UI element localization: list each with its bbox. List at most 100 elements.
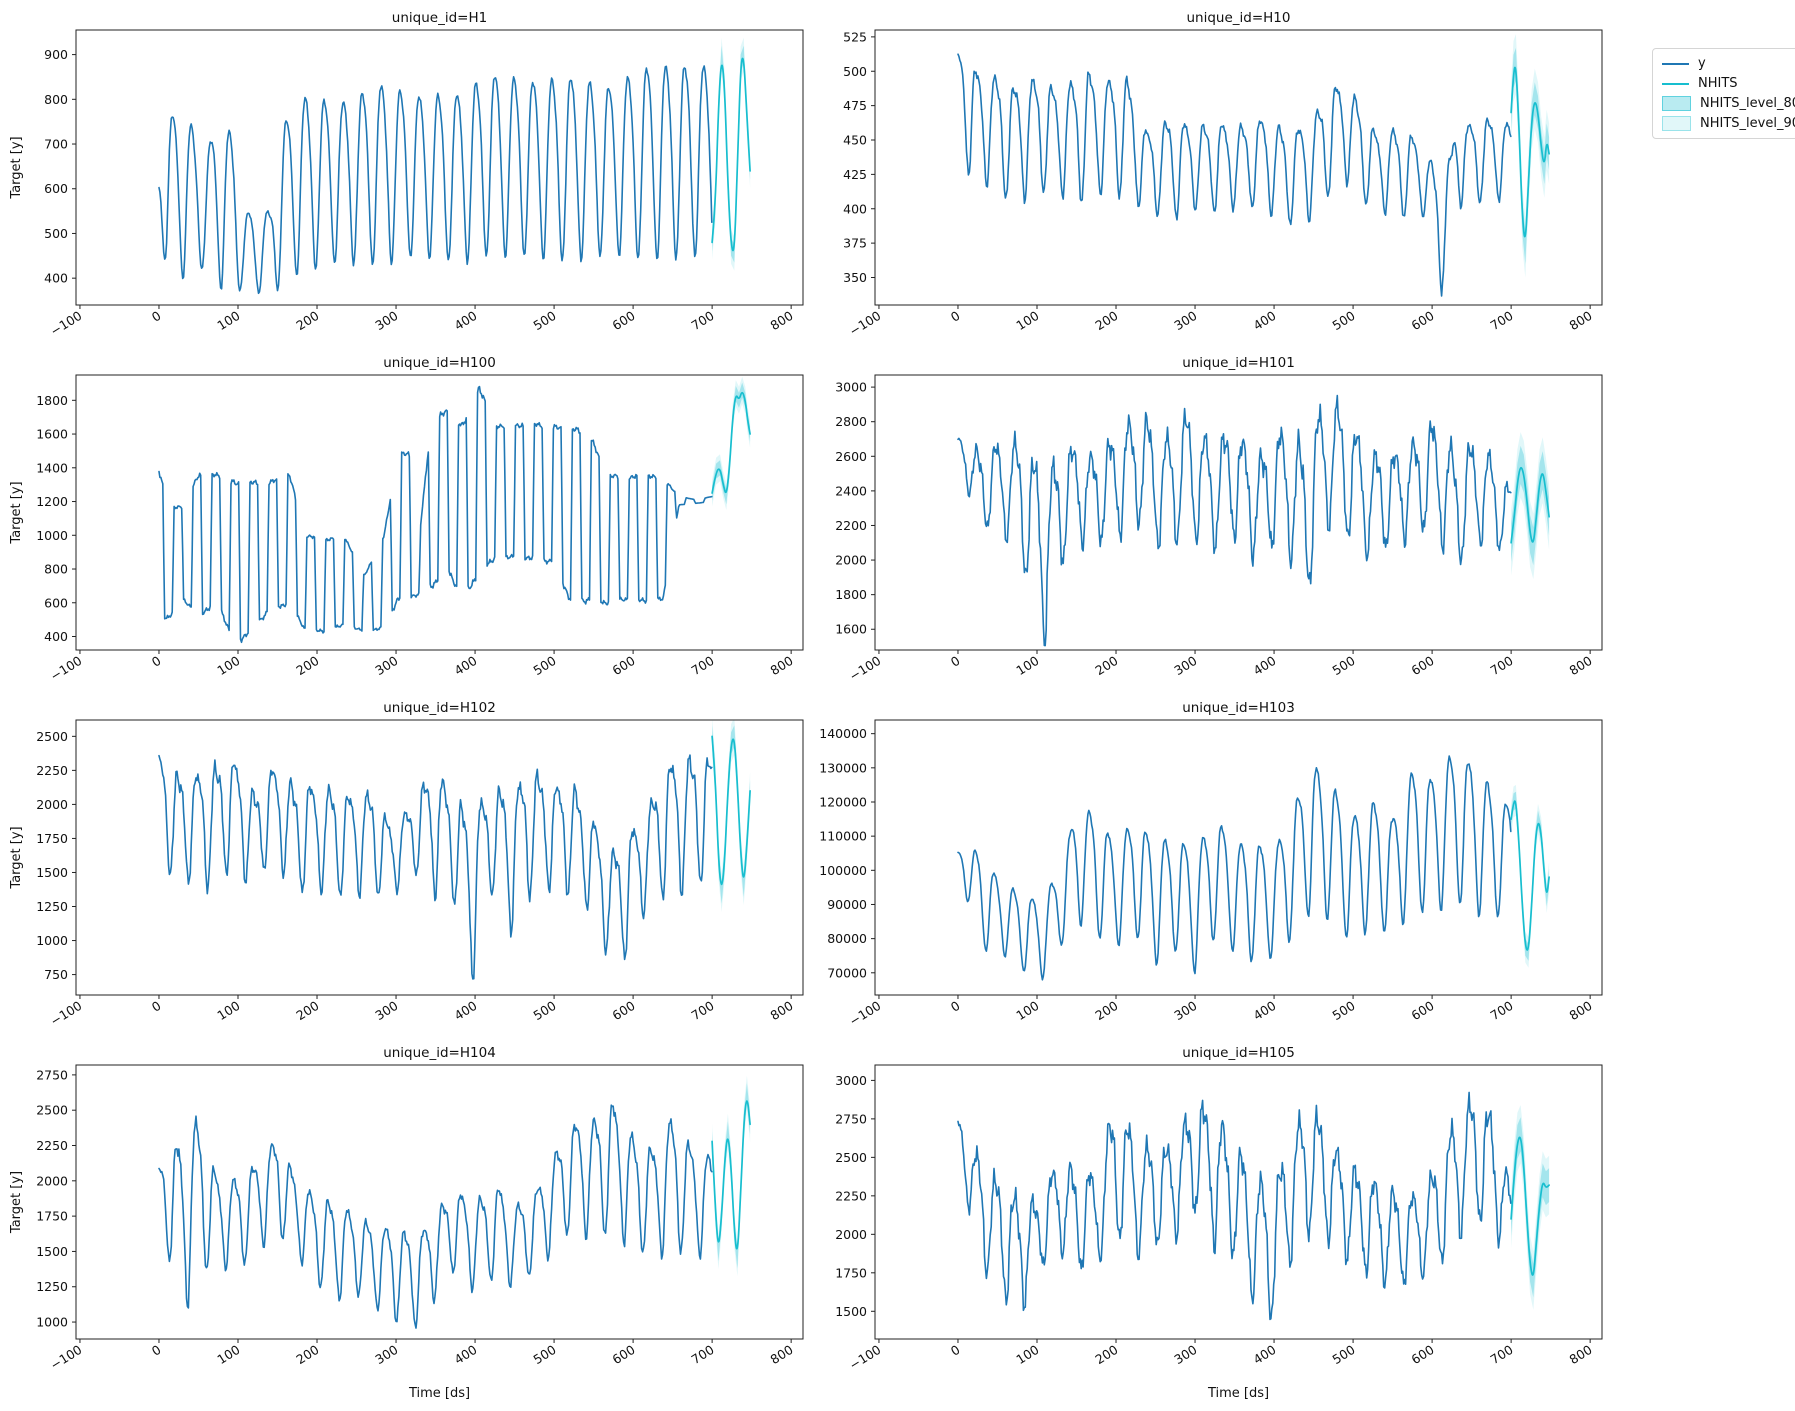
x-tick-label: 700	[1488, 653, 1516, 678]
y-tick-label: 2200	[835, 518, 867, 533]
x-tick-label: 300	[1171, 653, 1199, 678]
plot-border	[874, 719, 1603, 996]
y-tick-label: 3000	[835, 380, 867, 395]
y-tick-label: 400	[44, 271, 68, 286]
forecast-line-nhits	[711, 735, 751, 886]
plot-border	[874, 29, 1603, 306]
y-tick-label: 1200	[36, 494, 68, 509]
subplot-H10: unique_id=H10 −100 0 100 200 300 400 500 600 700 8…	[843, 10, 1603, 339]
legend-item-y: y	[1662, 56, 1795, 71]
x-tick-label: 400	[1250, 653, 1278, 678]
y-tick-label: 400	[843, 201, 867, 216]
subplot-H100: unique_id=H100 −100 0 100 200 300 400 500 600 700…	[9, 355, 804, 684]
y-tick-label: 2250	[835, 1188, 867, 1203]
plot-area	[957, 755, 1550, 981]
x-tick-label: 400	[1250, 308, 1278, 333]
y-tick-label: 800	[44, 562, 68, 577]
x-axis-label: Time [ds]	[408, 1386, 470, 1401]
x-tick-label: −100	[846, 308, 883, 339]
y-tick-label: 1000	[36, 1315, 68, 1330]
x-tick-label: 300	[1171, 1342, 1199, 1367]
y-tick-label: 2000	[835, 1227, 867, 1242]
x-tick-label: 400	[451, 998, 479, 1023]
x-tick-label: 500	[1329, 998, 1357, 1023]
x-tick-label: 600	[610, 653, 638, 678]
forecast-band90	[712, 720, 751, 912]
y-tick-label: 2750	[36, 1067, 68, 1082]
x-tick-label: −100	[47, 1342, 84, 1373]
y-tick-label: 475	[843, 98, 867, 113]
legend-item-nhits-level-80: NHITS_level_80	[1662, 96, 1795, 111]
x-tick-label: 100	[1013, 998, 1041, 1023]
x-tick-label: 500	[530, 653, 558, 678]
x-tick-label: 200	[293, 308, 321, 333]
plot-border	[75, 1064, 804, 1340]
x-tick-label: 0	[948, 998, 963, 1015]
x-tick-label: −100	[47, 998, 84, 1029]
y-tick-label: 2800	[835, 414, 867, 429]
legend-label-nhits-level-90: NHITS_level_90	[1700, 116, 1795, 131]
x-tick-label: 400	[451, 1342, 479, 1367]
x-tick-label: 300	[372, 1342, 400, 1367]
y-tick-label: 1500	[36, 865, 68, 880]
y-tick-label: 1600	[835, 622, 867, 637]
forecast-band90	[1511, 784, 1550, 968]
x-tick-label: 300	[372, 308, 400, 333]
history-line-y	[158, 1104, 713, 1329]
x-tick-label: 100	[214, 308, 242, 333]
x-tick-label: 0	[948, 308, 963, 325]
x-tick-label: 200	[293, 653, 321, 678]
y-tick-label: 2250	[36, 763, 68, 778]
subplot-title: unique_id=H105	[1182, 1045, 1295, 1061]
history-line-y	[158, 385, 713, 644]
subplot-H1: unique_id=H1 −100 0 100 200 300 400 500 600 700 80…	[9, 10, 804, 339]
y-tick-label: 120000	[819, 794, 867, 809]
x-tick-label: −100	[846, 1342, 883, 1373]
x-tick-label: 500	[530, 1342, 558, 1367]
y-tick-label: 600	[44, 181, 68, 196]
legend-label-nhits: NHITS	[1698, 76, 1738, 91]
x-tick-label: 400	[1250, 1342, 1278, 1367]
x-tick-label: −100	[47, 308, 84, 339]
x-tick-label: 200	[293, 1342, 321, 1367]
x-tick-label: 0	[149, 998, 164, 1015]
nhits-level-80-patch-swatch	[1662, 96, 1691, 111]
x-tick-label: 100	[214, 998, 242, 1023]
x-tick-label: 400	[451, 308, 479, 333]
subplot-title: unique_id=H102	[383, 700, 496, 716]
subplot-title: unique_id=H100	[383, 355, 496, 371]
x-tick-label: 700	[1488, 1342, 1516, 1367]
x-tick-label: −100	[47, 653, 84, 684]
history-line-y	[158, 754, 713, 980]
x-tick-label: 600	[610, 308, 638, 333]
y-tick-label: 375	[843, 236, 867, 251]
x-tick-label: 100	[1013, 653, 1041, 678]
y-tick-label: 2500	[835, 1150, 867, 1165]
y-tick-label: 1250	[36, 899, 68, 914]
y-tick-label: 2000	[835, 553, 867, 568]
x-tick-label: 800	[1567, 1342, 1595, 1367]
x-tick-label: 700	[689, 308, 717, 333]
x-tick-label: 800	[768, 998, 796, 1023]
y-tick-label: 1250	[36, 1279, 68, 1294]
x-tick-label: 800	[768, 1342, 796, 1367]
legend-label-nhits-level-80: NHITS_level_80	[1700, 96, 1795, 111]
x-tick-label: 0	[149, 308, 164, 325]
y-tick-label: 500	[44, 226, 68, 241]
history-line-y	[957, 53, 1512, 297]
y-tick-label: 1400	[36, 460, 68, 475]
y-tick-label: 110000	[819, 829, 867, 844]
forecast-line-nhits	[1510, 66, 1550, 238]
plot-area	[158, 376, 751, 644]
y-tick-label: 525	[843, 29, 867, 44]
y-tick-label: 500	[843, 64, 867, 79]
y-tick-label: 600	[44, 595, 68, 610]
plot-area	[158, 37, 751, 295]
x-axis-label: Time [ds]	[1207, 1386, 1269, 1401]
subplot-H102: unique_id=H102 −100 0 100 200 300 400 500 600 700…	[9, 700, 804, 1029]
x-tick-label: 300	[1171, 998, 1199, 1023]
legend-item-nhits-level-90: NHITS_level_90	[1662, 116, 1795, 131]
subplot-title: unique_id=H103	[1182, 700, 1295, 716]
y-tick-label: 1800	[835, 587, 867, 602]
